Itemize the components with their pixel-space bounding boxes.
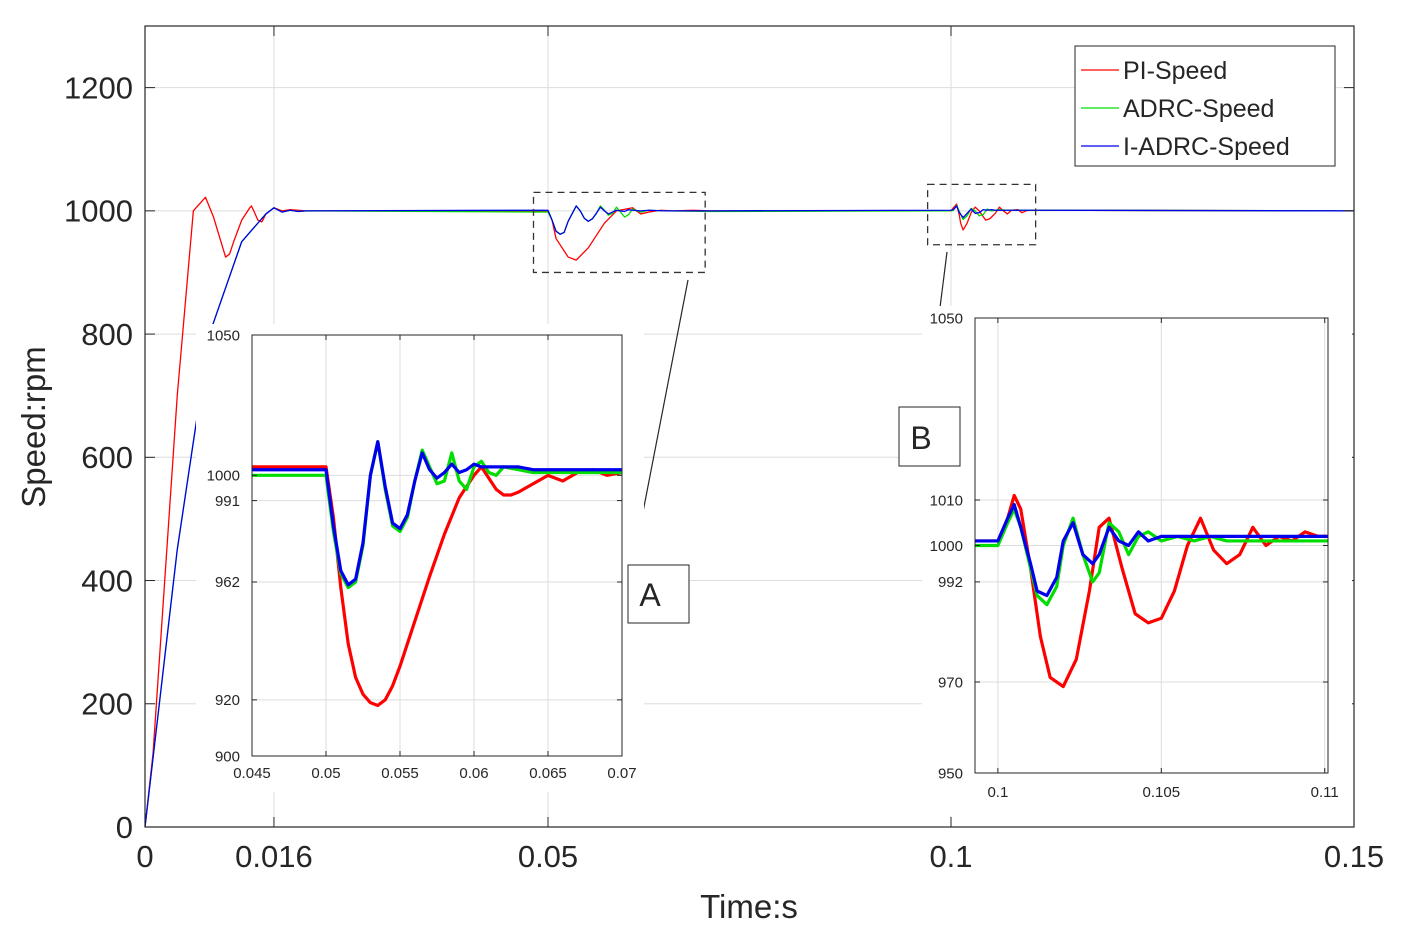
main-y-tick-label: 1200 xyxy=(64,70,133,105)
main-series-pi-speed xyxy=(145,196,1354,827)
inset-b-plot: 950 970 992 1000 1010 1050 0.1 0.105 0.11 xyxy=(922,306,1352,816)
inset-b-y-tick-label: 970 xyxy=(938,674,963,691)
main-series-i-adrc-speed xyxy=(145,205,1354,827)
main-axes-frame xyxy=(144,25,1355,828)
main-x-tick-label: 0 xyxy=(136,839,153,874)
main-x-tick-label: 0.016 xyxy=(235,839,313,874)
inset-a-x-tick-label: 0.065 xyxy=(529,765,567,782)
y-axis-label: Speed:rpm xyxy=(15,346,52,507)
inset-b-series-i-adrc-speed xyxy=(975,502,1328,598)
inset-a-y-tick-label: 962 xyxy=(215,574,240,591)
inset-a-y-tick-label: 1050 xyxy=(207,327,240,344)
inset-a-series-i-adrc-speed xyxy=(252,440,622,587)
inset-a-x-tick-label: 0.055 xyxy=(381,765,419,782)
inset-b-y-tick-label: 1050 xyxy=(930,310,963,327)
inset-b-label-box xyxy=(898,406,961,467)
inset-a-plot-background xyxy=(252,335,622,756)
inset-a-y-tick-label: 900 xyxy=(215,748,240,765)
inset-a-series-group xyxy=(252,440,622,708)
main-y-tick-label: 400 xyxy=(81,563,133,598)
legend-label-pi-speed: PI-Speed xyxy=(1123,57,1227,85)
inset-a-x-tick-label: 0.07 xyxy=(607,765,636,782)
main-x-tick-label: 0.15 xyxy=(1324,839,1384,874)
inset-b-y-tick-label: 992 xyxy=(938,574,963,591)
inset-b-x-tick-label: 0.105 xyxy=(1143,784,1181,801)
zoom-arrow-a xyxy=(633,279,689,550)
inset-b-y-tick-label: 1000 xyxy=(930,538,963,555)
inset-a-label: A xyxy=(639,577,661,613)
main-x-tick-label: 0.1 xyxy=(929,839,972,874)
legend-label-i-adrc-speed: I-ADRC-Speed xyxy=(1123,133,1290,161)
x-axis-label: Time:s xyxy=(700,888,798,925)
inset-a-axes-frame xyxy=(251,334,623,757)
main-y-tick-label: 1000 xyxy=(64,194,133,229)
inset-a-x-tick-label: 0.045 xyxy=(233,765,271,782)
main-y-tick-label: 600 xyxy=(81,440,133,475)
inset-a-plot: 900 920 962 991 1000 1050 0.045 0.05 0.055 0.06 0.… xyxy=(196,324,644,792)
inset-b-label: B xyxy=(910,420,931,456)
zoom-box-a xyxy=(532,191,706,274)
inset-a-x-tick-label: 0.06 xyxy=(459,765,488,782)
legend-label-adrc-speed: ADRC-Speed xyxy=(1123,95,1274,123)
inset-a-series-pi-speed xyxy=(252,465,622,708)
main-y-tick-label: 0 xyxy=(116,810,133,845)
inset-a-y-tick-label: 1000 xyxy=(207,468,240,485)
main-x-tick-label: 0.05 xyxy=(518,839,578,874)
main-series-group xyxy=(145,196,1354,827)
inset-b-x-tick-label: 0.11 xyxy=(1311,784,1339,801)
inset-a-y-tick-label: 991 xyxy=(215,493,240,510)
inset-b-x-tick-label: 0.1 xyxy=(987,784,1008,801)
inset-b-series-group xyxy=(975,493,1328,689)
legend: PI-Speed ADRC-Speed I-ADRC-Speed xyxy=(1074,45,1336,167)
inset-b-y-tick-label: 950 xyxy=(938,765,963,782)
inset-a-y-tick-label: 920 xyxy=(215,692,240,709)
inset-a-label-box xyxy=(627,564,690,624)
inset-labels: AB xyxy=(627,406,961,624)
main-y-tick-label: 800 xyxy=(81,317,133,352)
main-y-tick-label: 200 xyxy=(81,687,133,722)
inset-b-y-tick-label: 1010 xyxy=(930,492,963,509)
inset-a-x-tick-label: 0.05 xyxy=(311,765,340,782)
zoom-box-b xyxy=(926,183,1037,246)
